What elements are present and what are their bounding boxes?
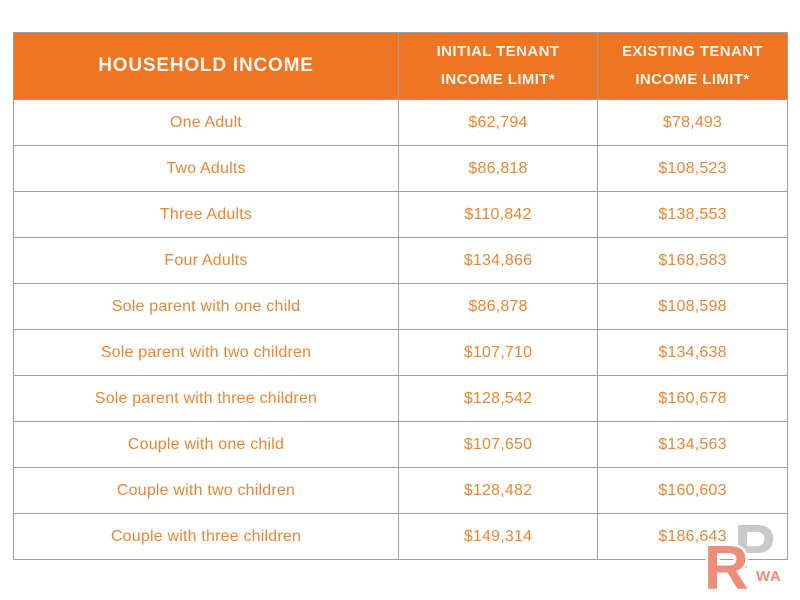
cell-household: Couple with three children xyxy=(13,513,399,560)
cell-initial-limit: $149,314 xyxy=(398,513,598,560)
cell-existing-limit: $134,638 xyxy=(597,329,788,376)
cell-initial-limit: $86,818 xyxy=(398,145,598,192)
cell-household: Sole parent with two children xyxy=(13,329,399,376)
cell-initial-limit: $110,842 xyxy=(398,191,598,238)
cell-existing-limit: $186,643 xyxy=(597,513,788,560)
cell-household: Sole parent with three children xyxy=(13,375,399,422)
table-row: Sole parent with two children $107,710 $… xyxy=(13,329,788,376)
cell-initial-limit: $107,650 xyxy=(398,421,598,468)
income-limits-table: HOUSEHOLD INCOME INITIAL TENANT INCOME L… xyxy=(13,32,788,560)
cell-existing-limit: $138,553 xyxy=(597,191,788,238)
cell-initial-limit: $134,866 xyxy=(398,237,598,284)
cell-existing-limit: $78,493 xyxy=(597,99,788,146)
cell-existing-limit: $134,563 xyxy=(597,421,788,468)
cell-household: Sole parent with one child xyxy=(13,283,399,330)
header-existing-line1: EXISTING TENANT xyxy=(621,43,763,61)
cell-existing-limit: $108,598 xyxy=(597,283,788,330)
cell-initial-limit: $128,482 xyxy=(398,467,598,514)
cell-household: One Adult xyxy=(13,99,399,146)
table-body: One Adult $62,794 $78,493 Two Adults $86… xyxy=(13,99,788,560)
header-row: HOUSEHOLD INCOME INITIAL TENANT INCOME L… xyxy=(13,32,788,100)
cell-existing-limit: $168,583 xyxy=(597,237,788,284)
header-household-income: HOUSEHOLD INCOME xyxy=(13,32,399,100)
table-row: Sole parent with one child $86,878 $108,… xyxy=(13,283,788,330)
cell-initial-limit: $62,794 xyxy=(398,99,598,146)
table-row: Two Adults $86,818 $108,523 xyxy=(13,145,788,192)
cell-initial-limit: $107,710 xyxy=(398,329,598,376)
cell-household: Couple with two children xyxy=(13,467,399,514)
cell-existing-limit: $108,523 xyxy=(597,145,788,192)
header-existing-line2: INCOME LIMIT* xyxy=(635,71,750,88)
cell-initial-limit: $86,878 xyxy=(398,283,598,330)
table-row: Couple with one child $107,650 $134,563 xyxy=(13,421,788,468)
cell-household: Two Adults xyxy=(13,145,399,192)
cell-existing-limit: $160,678 xyxy=(597,375,788,422)
table-row: Three Adults $110,842 $138,553 xyxy=(13,191,788,238)
header-initial-tenant-limit: INITIAL TENANT INCOME LIMIT* xyxy=(398,32,598,100)
table-row: Couple with three children $149,314 $186… xyxy=(13,513,788,560)
table-row: Four Adults $134,866 $168,583 xyxy=(13,237,788,284)
header-initial-line2: INCOME LIMIT* xyxy=(440,71,556,88)
cell-household: Couple with one child xyxy=(13,421,399,468)
table-row: Couple with two children $128,482 $160,6… xyxy=(13,467,788,514)
header-initial-line1: INITIAL TENANT xyxy=(436,43,560,61)
cell-household: Four Adults xyxy=(13,237,399,284)
cell-existing-limit: $160,603 xyxy=(597,467,788,514)
cell-initial-limit: $128,542 xyxy=(398,375,598,422)
table-row: One Adult $62,794 $78,493 xyxy=(13,99,788,146)
table-header: HOUSEHOLD INCOME INITIAL TENANT INCOME L… xyxy=(13,32,788,100)
table-row: Sole parent with three children $128,542… xyxy=(13,375,788,422)
watermark-suffix-wa: WA xyxy=(756,568,781,585)
cell-household: Three Adults xyxy=(13,191,399,238)
header-existing-tenant-limit: EXISTING TENANT INCOME LIMIT* xyxy=(597,32,788,100)
